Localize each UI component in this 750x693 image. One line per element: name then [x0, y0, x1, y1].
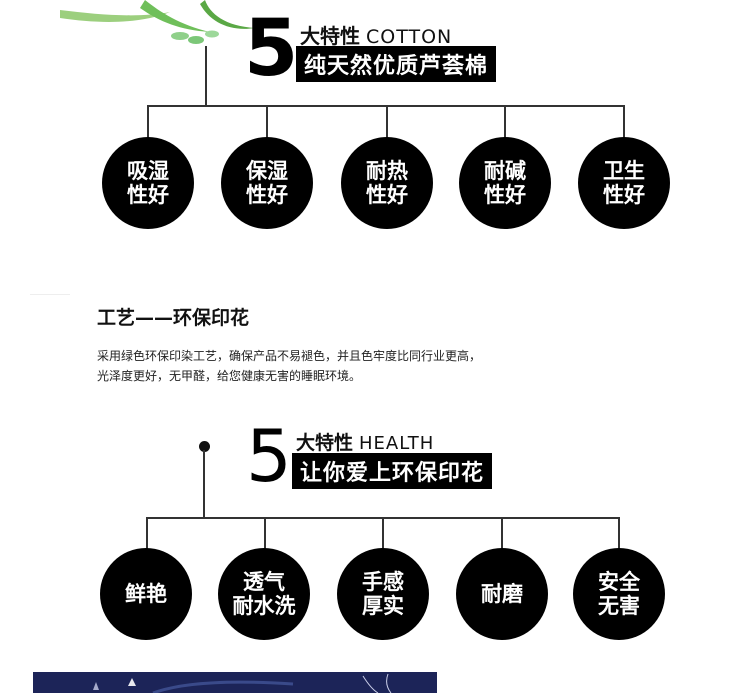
s2-drop-2 [264, 517, 266, 553]
s1-drop-4 [504, 105, 506, 141]
feature-label: 性好 [484, 183, 526, 207]
feature-circle-safe: 安全 无害 [573, 548, 665, 640]
feature-label: 透气 [243, 570, 285, 594]
s2-drop-5 [618, 517, 620, 553]
feature-label: 耐水洗 [232, 594, 296, 618]
feature-label: 保湿 [246, 159, 288, 183]
feature-label: 手感 [362, 570, 404, 594]
feature-circle-alkali: 耐碱 性好 [459, 137, 551, 229]
feature-label: 性好 [246, 183, 288, 207]
s1-stem [205, 46, 207, 106]
bullet-dot-icon [199, 441, 210, 452]
section2-number: 5 [246, 414, 292, 498]
section1-subtitle: 纯天然优质芦荟棉 [296, 46, 497, 82]
section2-title-cn: 大特性 [296, 432, 354, 454]
feature-label: 厚实 [362, 594, 404, 618]
craft-description: 采用绿色环保印染工艺，确保产品不易褪色，并且色牢度比同行业更高， 光泽度更好，无… [97, 346, 557, 386]
feature-label: 无害 [598, 594, 640, 618]
feature-label: 耐磨 [481, 582, 523, 606]
feature-circle-wear: 耐磨 [456, 548, 548, 640]
feature-label: 耐碱 [484, 159, 526, 183]
feature-label: 吸湿 [127, 159, 169, 183]
feature-label: 安全 [598, 570, 640, 594]
feature-circle-breathable: 透气 耐水洗 [218, 548, 310, 640]
section1-title-en: COTTON [366, 26, 453, 48]
section2-title-en: HEALTH [359, 433, 435, 454]
feature-label: 性好 [603, 183, 645, 207]
section2-subtitle: 让你爱上环保印花 [292, 453, 493, 489]
s1-drop-1 [147, 105, 149, 141]
feature-circle-texture: 手感 厚实 [337, 548, 429, 640]
s2-drop-4 [501, 517, 503, 553]
feature-circle-absorb: 吸湿 性好 [102, 137, 194, 229]
section1-title-cn: 大特性 [300, 24, 360, 48]
section2-title: 大特性 HEALTH [296, 428, 434, 455]
s1-drop-2 [266, 105, 268, 141]
feature-circle-hygiene: 卫生 性好 [578, 137, 670, 229]
feature-label: 性好 [127, 183, 169, 207]
s1-drop-3 [386, 105, 388, 141]
s2-drop-1 [146, 517, 148, 553]
section1-title: 大特性 COTTON [300, 20, 452, 49]
feature-circle-heat: 耐热 性好 [341, 137, 433, 229]
craft-title: 工艺——环保印花 [97, 307, 250, 329]
craft-description-line: 采用绿色环保印染工艺，确保产品不易褪色，并且色牢度比同行业更高， [97, 349, 482, 363]
divider [30, 294, 70, 295]
aloe-leaf-icon [60, 0, 255, 44]
star-pattern-icon [93, 673, 392, 693]
craft-description-line: 光泽度更好，无甲醛，给您健康无害的睡眠环境。 [97, 369, 362, 383]
feature-label: 卫生 [603, 159, 645, 183]
product-photo [33, 672, 437, 693]
feature-label: 耐热 [366, 159, 408, 183]
s1-drop-5 [623, 105, 625, 141]
feature-label: 鲜艳 [125, 582, 167, 606]
section1-number: 5 [244, 4, 299, 94]
s2-drop-3 [382, 517, 384, 553]
feature-label: 性好 [366, 183, 408, 207]
feature-circle-bright: 鲜艳 [100, 548, 192, 640]
s2-stem [203, 450, 205, 518]
feature-circle-moisture: 保湿 性好 [221, 137, 313, 229]
